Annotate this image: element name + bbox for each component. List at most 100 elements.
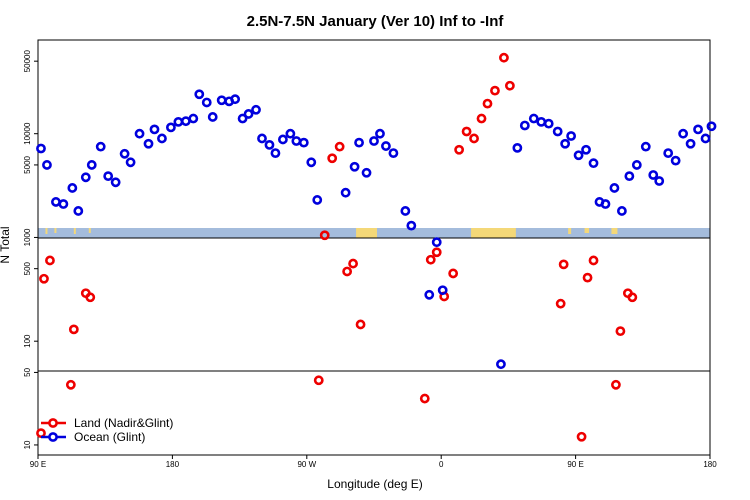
land-band-segment [611, 228, 618, 234]
y-tick-label: 5000 [23, 155, 32, 173]
ocean-point [431, 237, 442, 248]
x-tick-label: 90 E [567, 460, 583, 469]
x-tick-label: 180 [166, 460, 180, 469]
land-band-segment [471, 228, 516, 238]
legend: Land (Nadir&Glint)Ocean (Glint) [41, 416, 173, 444]
land-point [419, 393, 430, 404]
ocean-point [243, 109, 254, 119]
ocean-point [278, 134, 288, 145]
ocean-point [400, 206, 411, 216]
ocean-point [424, 289, 435, 300]
land-point [342, 266, 353, 277]
ocean-point [406, 220, 417, 231]
land-point [425, 254, 436, 265]
land-point [313, 375, 324, 386]
ocean-point [207, 112, 218, 122]
ocean-point [369, 136, 379, 146]
land-point [499, 52, 509, 63]
ocean-point [536, 116, 547, 127]
land-point [85, 292, 96, 303]
ocean-point [103, 171, 114, 182]
ocean-legend-label: Ocean (Glint) [74, 430, 145, 444]
ocean-point [230, 94, 241, 105]
land-point [576, 431, 587, 442]
ocean-point [201, 97, 212, 108]
land-point [454, 144, 465, 155]
land-point [490, 85, 500, 96]
ocean-point [573, 150, 584, 161]
x-axis-label: Longitude (deg E) [327, 477, 422, 491]
ocean-point [298, 137, 309, 148]
land-point [469, 133, 479, 144]
ocean-point [609, 183, 620, 193]
ocean-point [51, 197, 61, 207]
land-point [348, 258, 358, 269]
land-point [319, 230, 330, 241]
ocean-point [291, 136, 302, 146]
ocean-point [251, 104, 261, 115]
y-tick-label: 500 [23, 261, 32, 275]
ocean-point [285, 128, 296, 139]
ocean-point [143, 138, 154, 149]
ocean-point [552, 126, 563, 137]
land-band-segment [584, 228, 590, 233]
ocean-point [678, 128, 689, 139]
ocean-point [67, 183, 78, 193]
ocean-point [648, 170, 659, 180]
plot-frame [37, 39, 711, 456]
land-point [558, 259, 569, 270]
ocean-point [354, 137, 364, 148]
ocean-point [663, 148, 674, 159]
ocean-point [95, 141, 106, 152]
ocean-point [237, 113, 248, 124]
ocean-point [616, 206, 627, 216]
land-point [461, 126, 472, 137]
ocean-point [700, 133, 711, 144]
land-legend-marker [48, 418, 58, 428]
y-axis-label: N Total [0, 226, 12, 263]
y-tick-label: 10 [23, 440, 32, 449]
ocean-point [361, 167, 372, 178]
ocean-point [543, 118, 554, 129]
ocean-point [375, 128, 385, 139]
land-point [476, 113, 487, 124]
ocean-point [560, 138, 571, 149]
ocean-point [80, 172, 91, 183]
ocean-point [42, 160, 52, 170]
ocean-point [519, 120, 530, 131]
land-band-segment [568, 228, 572, 234]
x-tick-label: 180 [703, 460, 717, 469]
ocean-point [86, 160, 97, 170]
ocean-point [119, 148, 130, 159]
land-legend-label: Land (Nadir&Glint) [74, 416, 173, 430]
ocean-point [670, 155, 681, 166]
land-band-segment [356, 228, 377, 238]
surface-band [38, 228, 710, 238]
land-point [588, 255, 599, 266]
land-point [65, 379, 76, 390]
chart-title: 2.5N-7.5N January (Ver 10) Inf to -Inf [247, 13, 505, 30]
land-point [555, 298, 566, 309]
ocean-point [134, 128, 145, 139]
ocean-point [73, 206, 84, 216]
ocean-point [512, 142, 523, 153]
plot-border [37, 39, 711, 456]
ocean-point [581, 144, 591, 155]
land-point [68, 324, 79, 335]
y-axis: 10 50 100 500 1000 5000 10000 50000 [23, 50, 38, 449]
ocean-point [349, 161, 360, 172]
ocean-point [194, 89, 205, 100]
ocean-point [340, 187, 351, 198]
ocean-point [706, 121, 717, 132]
land-point [36, 428, 46, 439]
ocean-point [437, 285, 448, 296]
ocean-point [157, 133, 167, 144]
ocean-point [496, 359, 506, 370]
ocean-point [306, 157, 317, 168]
ocean-point [624, 171, 635, 182]
ocean-point [388, 148, 399, 159]
data-points [36, 52, 717, 442]
land-band-segment [45, 228, 48, 234]
ocean-point [654, 176, 665, 186]
